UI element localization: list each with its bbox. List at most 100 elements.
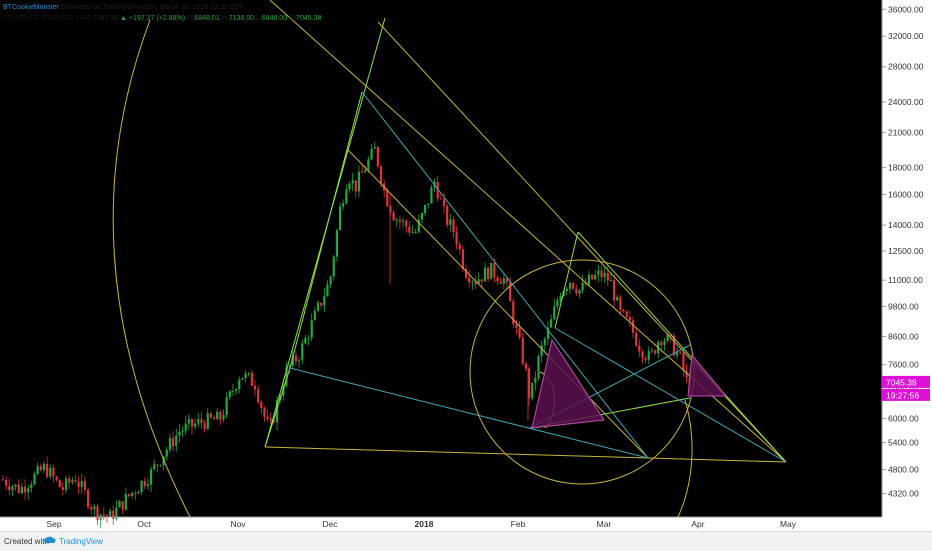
candle-body xyxy=(187,419,190,424)
candle-body xyxy=(90,507,93,510)
chart-area[interactable]: 4320.004800.005400.006000.006800.007600.… xyxy=(0,0,932,531)
candle-body xyxy=(109,510,112,517)
candle-body xyxy=(666,334,669,342)
candle-body xyxy=(540,345,543,356)
price-chart[interactable]: 4320.004800.005400.006000.006800.007600.… xyxy=(0,0,932,531)
candle-body xyxy=(556,300,559,307)
time-tick-label: Apr xyxy=(691,519,704,529)
candle-body xyxy=(505,278,509,283)
candle-body xyxy=(149,468,153,485)
high-label: H: xyxy=(221,15,229,22)
last-price-tag xyxy=(882,375,930,388)
candle-body xyxy=(464,268,468,278)
close-label: C: xyxy=(289,15,297,22)
candle-body xyxy=(5,480,8,486)
candle-body xyxy=(483,267,487,282)
candle-body xyxy=(39,466,42,471)
price-tick-label: 32000.00 xyxy=(888,31,924,41)
candle-body xyxy=(455,232,458,245)
publish-info: published on TradingView.com, March 30, … xyxy=(60,4,244,11)
price-tick-label: 14000.00 xyxy=(888,220,924,230)
open-value: 6848.01 xyxy=(194,15,220,22)
fan-line-green xyxy=(289,91,363,369)
candle-body xyxy=(338,206,342,231)
base-line-yellow xyxy=(264,446,787,463)
candle-body xyxy=(644,358,647,360)
candle-body xyxy=(622,309,625,312)
candle-body xyxy=(616,296,619,301)
candle-body xyxy=(354,180,357,192)
candle-body xyxy=(543,338,546,346)
candle-body xyxy=(509,282,512,302)
candle-body xyxy=(458,244,461,250)
chart-header: BTCookieMonster published on TradingView… xyxy=(3,2,872,24)
candle-body xyxy=(20,486,23,494)
candle-body xyxy=(190,419,194,427)
candle-body xyxy=(316,302,320,311)
last-price-tag-label: 7045.38 xyxy=(886,377,917,387)
candle-body xyxy=(474,281,477,285)
price-tick-label: 18000.00 xyxy=(888,163,924,173)
high-value: 7138.00 xyxy=(228,15,254,22)
candle-body xyxy=(679,352,682,354)
candle-body xyxy=(521,337,524,364)
candle-body xyxy=(603,272,606,278)
candle-body xyxy=(58,479,61,488)
candle-body xyxy=(209,413,212,418)
candle-body xyxy=(140,480,143,492)
price-tick-label: 36000.00 xyxy=(888,4,924,14)
price-tick-label: 21000.00 xyxy=(888,127,924,137)
candle-body xyxy=(253,385,257,390)
candle-body xyxy=(291,355,294,366)
time-axis: Sep Oct Nov Dec 2018 Feb Mar Apr May xyxy=(0,516,882,529)
candle-body xyxy=(159,464,162,466)
time-tick-label: Dec xyxy=(322,519,338,529)
countdown-tag xyxy=(882,388,930,401)
candle-body xyxy=(71,480,74,483)
candle-body xyxy=(635,332,638,346)
candle-body xyxy=(427,203,430,205)
candle-body xyxy=(660,342,663,346)
candle-body xyxy=(641,351,644,359)
candle-body xyxy=(102,514,105,516)
candle-body xyxy=(597,270,600,275)
candle-body xyxy=(96,506,99,521)
candle-body xyxy=(80,481,83,487)
time-tick-label: 2018 xyxy=(415,519,434,529)
footer-bar: Created with TradingView xyxy=(0,531,932,551)
candle-body xyxy=(568,282,572,289)
candle-body xyxy=(345,189,348,204)
candle-body xyxy=(310,320,313,338)
candle-body xyxy=(244,373,247,379)
candle-body xyxy=(480,279,483,282)
candle-body xyxy=(263,408,266,417)
candle-body xyxy=(364,170,367,173)
author-name[interactable]: BTCookieMonster xyxy=(3,4,60,11)
candle-body xyxy=(52,468,55,477)
candle-body xyxy=(417,219,420,232)
candle-body xyxy=(153,464,156,469)
candle-body xyxy=(313,310,316,321)
candle-body xyxy=(405,220,408,227)
pattern-triangle xyxy=(687,353,728,397)
candle-body xyxy=(493,263,496,278)
candle-body xyxy=(269,418,272,421)
candle-body xyxy=(225,397,228,416)
candle-body xyxy=(401,220,405,222)
candle-body xyxy=(197,419,200,424)
candle-body xyxy=(115,507,118,519)
candle-body xyxy=(389,206,392,213)
candle-body xyxy=(590,274,594,280)
candle-body xyxy=(461,249,464,269)
candle-body xyxy=(515,324,518,328)
candle-body xyxy=(272,420,275,423)
candle-body xyxy=(285,367,288,386)
tradingview-brand[interactable]: TradingView xyxy=(59,537,104,546)
candle-body xyxy=(386,190,389,207)
candle-body xyxy=(442,198,446,207)
fan-line-cyan xyxy=(289,367,649,459)
candle-body xyxy=(398,219,401,222)
price-tick-label: 24000.00 xyxy=(888,97,924,107)
candle-body xyxy=(663,341,666,346)
time-axis-background xyxy=(0,517,882,531)
